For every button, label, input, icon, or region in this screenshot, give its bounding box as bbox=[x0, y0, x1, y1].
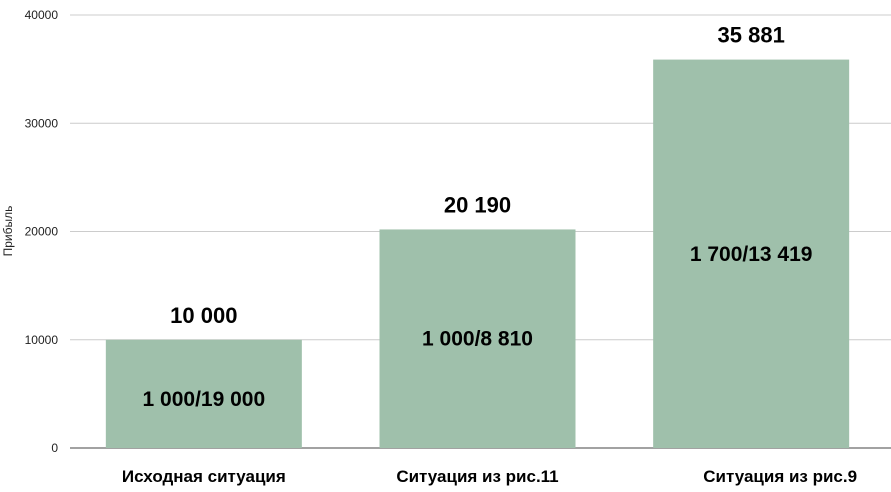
bars bbox=[105, 59, 850, 449]
x-category-label: Ситуация из рис.11 bbox=[396, 467, 558, 486]
y-axis-ticks: 0 10000 20000 30000 40000 bbox=[25, 8, 59, 455]
bar-inner-label: 1 000/19 000 bbox=[143, 388, 266, 411]
bar-value-label: 10 000 bbox=[170, 303, 237, 328]
y-tick-label: 30000 bbox=[25, 116, 59, 130]
bar-value-label: 35 881 bbox=[718, 23, 785, 48]
bar-inner-label: 1 000/8 810 bbox=[422, 328, 533, 351]
x-axis-categories: Исходная ситуация Ситуация из рис.11 Ситуа… bbox=[122, 467, 857, 486]
y-tick-label: 40000 bbox=[25, 8, 59, 22]
bar-labels: 10 000 1 000/19 000 20 190 1 000/8 810 35 88… bbox=[143, 23, 813, 411]
y-axis-label: Прибыль bbox=[1, 206, 15, 257]
y-tick-label: 0 bbox=[51, 441, 58, 455]
y-tick-label: 10000 bbox=[25, 333, 59, 347]
x-category-label: Ситуация из рис.9 bbox=[703, 467, 857, 486]
bar bbox=[653, 59, 850, 449]
bar bbox=[379, 229, 576, 448]
bar bbox=[105, 339, 302, 448]
bar-inner-label: 1 700/13 419 bbox=[690, 243, 813, 266]
y-tick-label: 20000 bbox=[25, 225, 59, 239]
bar-value-label: 20 190 bbox=[444, 192, 511, 217]
x-category-label: Исходная ситуация bbox=[122, 467, 286, 486]
